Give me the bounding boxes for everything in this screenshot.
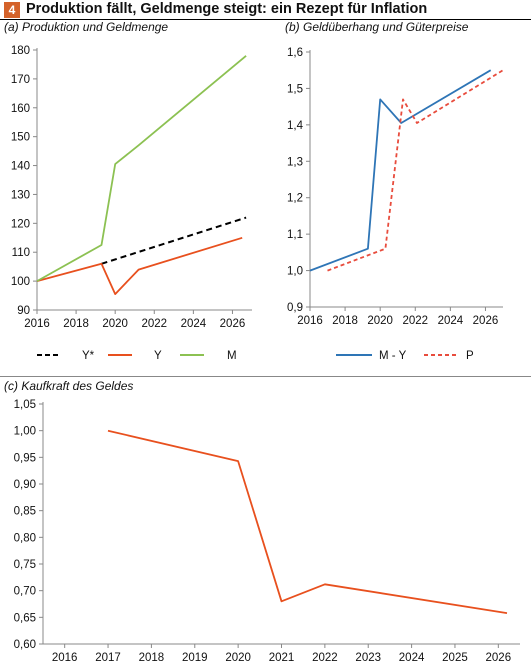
panel-c-y-tick-label: 0,75 xyxy=(14,559,36,571)
panel-a-y-tick-label: 130 xyxy=(11,189,30,201)
panel-a-legend-label: M xyxy=(227,350,237,362)
panel-c-x-tick-label: 2022 xyxy=(312,652,338,664)
panel-a-x-tick-label: 2016 xyxy=(24,318,50,330)
panel-a-y-tick-label: 110 xyxy=(12,247,30,259)
panel-a-x-tick-label: 2024 xyxy=(181,318,207,330)
header-rule xyxy=(0,19,531,20)
panel-c-x-tick-label: 2019 xyxy=(182,652,208,664)
panel-b-y-tick-label: 1,0 xyxy=(287,266,303,278)
panel-a-y-tick-label: 180 xyxy=(11,45,30,57)
figure-number-badge: 4 xyxy=(4,2,20,18)
panel-a-series-y xyxy=(36,236,243,296)
panel-b-y-tick-label: 1,1 xyxy=(287,229,303,241)
panel-a-y-tick-label: 160 xyxy=(11,103,30,115)
panel-a-x-tick-label: 2022 xyxy=(141,318,167,330)
panel-c-y-tick-label: 0,60 xyxy=(14,639,36,651)
panel-c-x-tick-label: 2018 xyxy=(139,652,165,664)
panel-c-y-tick-label: 1,05 xyxy=(14,399,36,411)
panel-a-y-tick-label: 120 xyxy=(11,218,30,230)
panel-b-y-tick-label: 1,2 xyxy=(287,193,303,205)
panel-a-legend-label: Y* xyxy=(82,350,95,362)
panel-a-x-tick-label: 2026 xyxy=(220,318,246,330)
panel-a-y-tick-label: 140 xyxy=(11,161,30,173)
panel-c-y-tick-label: 0,95 xyxy=(14,452,36,464)
panel-a-y-tick-label: 90 xyxy=(17,305,30,317)
panel-b-y-tick-label: 1,5 xyxy=(287,83,303,95)
panel-c-x-tick-label: 2020 xyxy=(225,652,251,664)
panel-a-label: (a) Produktion und Geldmenge xyxy=(4,20,169,34)
panel-a-series-y xyxy=(101,216,247,265)
panel-b-y-tick-label: 1,3 xyxy=(287,156,303,168)
panel-b-x-tick-label: 2018 xyxy=(332,315,358,327)
panel-c-series-line xyxy=(107,429,508,614)
panel-b-label: (b) Geldüberhang und Güterpreise xyxy=(285,20,469,34)
panel-a-legend-label: Y xyxy=(154,350,162,362)
panel-a-x-tick-label: 2020 xyxy=(102,318,128,330)
panel-c-y-tick-label: 0,65 xyxy=(14,612,36,624)
figure-title: Produktion fällt, Geldmenge steigt: ein … xyxy=(26,1,428,17)
panel-b-series-p xyxy=(327,69,504,272)
panel-a-x-tick-label: 2018 xyxy=(63,318,89,330)
panel-c-x-tick-label: 2021 xyxy=(269,652,295,664)
panel-a-y-tick-label: 150 xyxy=(11,132,30,144)
panel-c-x-tick-label: 2026 xyxy=(486,652,512,664)
panel-c-y-tick-label: 0,80 xyxy=(14,532,36,544)
panel-b-y-tick-label: 0,9 xyxy=(287,302,303,314)
panel-c-y-tick-label: 1,00 xyxy=(14,426,36,438)
panel-c-y-tick-label: 0,90 xyxy=(14,479,36,491)
figure-header: 4 Produktion fällt, Geldmenge steigt: ei… xyxy=(2,1,529,19)
panel-a-y-tick-label: 170 xyxy=(11,74,30,86)
panel-b-y-tick-label: 1,4 xyxy=(287,120,304,132)
panel-c-x-tick-label: 2016 xyxy=(52,652,78,664)
panel-a-series-m xyxy=(36,55,247,282)
panel-b-series-my xyxy=(309,69,492,272)
panel-b-y-tick-label: 1,6 xyxy=(287,47,303,59)
panel-b-x-tick-label: 2020 xyxy=(367,315,393,327)
panel-b-x-tick-label: 2024 xyxy=(438,315,464,327)
panel-c-y-tick-label: 0,70 xyxy=(14,586,36,598)
panel-c-y-tick-label: 0,85 xyxy=(14,506,36,518)
panel-b-x-tick-label: 2022 xyxy=(402,315,428,327)
panel-b-x-tick-label: 2026 xyxy=(473,315,499,327)
panel-b-legend-label: M - Y xyxy=(379,350,407,362)
panel-divider xyxy=(0,376,531,377)
panel-c-x-tick-label: 2023 xyxy=(355,652,381,664)
panel-b-legend-label: P xyxy=(466,350,474,362)
panel-c-x-tick-label: 2017 xyxy=(95,652,121,664)
panel-c-x-tick-label: 2025 xyxy=(442,652,468,664)
panel-b-x-tick-label: 2016 xyxy=(297,315,323,327)
panel-a-y-tick-label: 100 xyxy=(11,276,30,288)
panel-c-label: (c) Kaufkraft des Geldes xyxy=(4,379,134,393)
panel-c-x-tick-label: 2024 xyxy=(399,652,425,664)
